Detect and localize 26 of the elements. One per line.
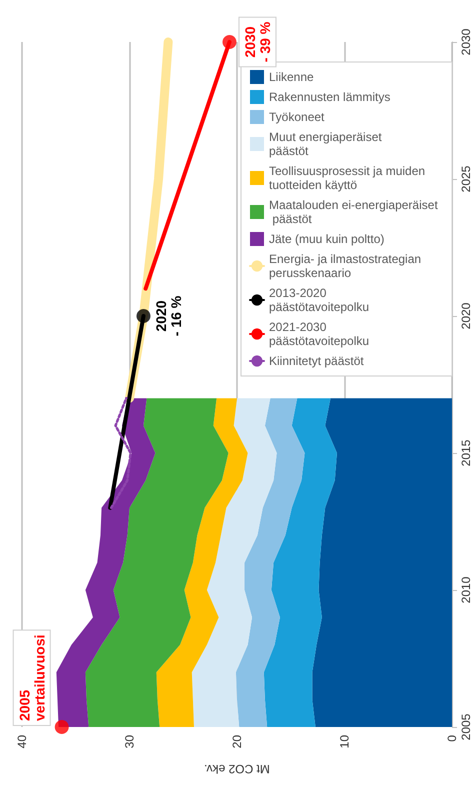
legend-label: Jäte (muu kuin poltto): [269, 232, 384, 246]
annotation: 2005 vertailuvuosi: [16, 634, 48, 721]
annotation: 2020 - 16 %: [152, 295, 184, 336]
y-tick-label: 2010: [459, 576, 473, 604]
y-tick-label: 2015: [459, 439, 473, 466]
y-tick-label: 2030: [459, 28, 473, 56]
legend-label: 2021-2030 päästötavoitepolku: [269, 320, 370, 348]
legend-label: Liikenne: [269, 70, 314, 84]
y-tick-label: 2025: [459, 165, 473, 192]
annotation: 2030 - 39 %: [242, 21, 273, 62]
legend-label: Energia- ja ilmastostrategian perusskenaario: [269, 252, 424, 280]
legend-label: Kiinnitetyt päästöt: [269, 354, 364, 368]
y-tick-label: 2020: [459, 302, 473, 330]
x-axis-title: Mt CO2 ekv.: [204, 762, 270, 776]
x-tick-label: 30: [122, 734, 136, 748]
legend-label: Työkoneet: [269, 110, 326, 124]
x-tick-label: 40: [15, 734, 29, 748]
x-tick-label: 0: [445, 734, 459, 742]
y-tick-label: 2005: [459, 713, 473, 740]
legend-label: Muut energiaperäiset päästöt: [269, 130, 386, 158]
legend-label: Rakennusten lämmitys: [269, 90, 390, 104]
legend-label: Teollisuusprosessit ja muiden tuotteiden käyttö: [269, 164, 428, 192]
legend-label: Maatalouden ei-energiaperäiset päästöt: [269, 198, 438, 226]
legend-label: 2013-2020 päästötavoitepolku: [269, 286, 370, 314]
x-tick-label: 10: [338, 734, 352, 748]
x-tick-label: 20: [230, 734, 244, 748]
